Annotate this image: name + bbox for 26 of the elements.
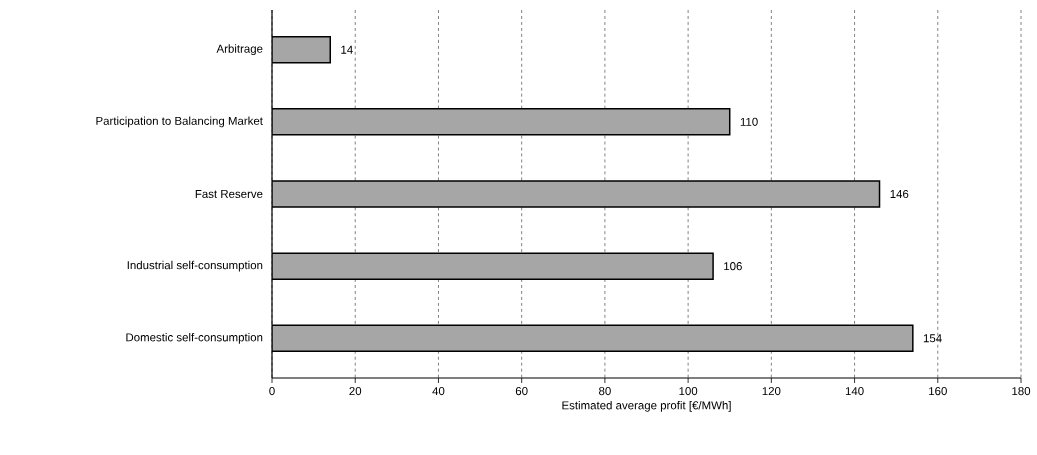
y-tick-label: Arbitrage	[216, 44, 263, 56]
bar	[272, 324, 914, 353]
data-label: 106	[724, 262, 742, 271]
bar	[272, 108, 731, 136]
y-tick-label: Industrial self-consumption	[127, 260, 263, 272]
data-label: 110	[740, 117, 758, 126]
x-tick-label: 60	[515, 387, 528, 396]
y-tick-label: Domestic self-consumption	[126, 332, 263, 344]
x-tick-label: 40	[432, 387, 445, 396]
bar	[272, 180, 881, 208]
x-tick-label: 80	[599, 387, 611, 396]
x-tick-label: 0	[269, 387, 275, 396]
x-tick-label: 140	[845, 387, 864, 396]
data-label: 14	[341, 45, 353, 54]
x-tick-label: 180	[1012, 387, 1031, 396]
x-tick-label: 100	[679, 387, 698, 396]
data-label: 146	[890, 189, 909, 199]
x-tick-label: 120	[762, 387, 781, 396]
bar	[272, 35, 332, 64]
x-tick-label: 20	[349, 387, 362, 396]
y-tick-label: Fast Reserve	[195, 190, 263, 198]
x-tick-label: 160	[929, 387, 947, 396]
x-axis-title: Estimated average profit [€/MWh]	[562, 400, 731, 412]
bar	[272, 252, 714, 280]
y-tick-label: Participation to Balancing Market	[96, 116, 263, 128]
data-label: 154	[923, 334, 942, 343]
